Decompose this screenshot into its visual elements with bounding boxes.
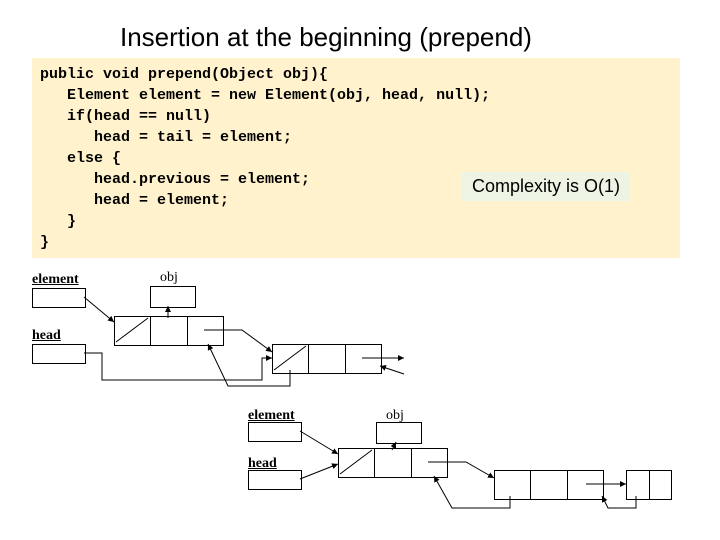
code-line: } (40, 211, 672, 232)
code-line: if(head == null) (40, 106, 672, 127)
code-line: } (40, 232, 672, 253)
code-line: head = tail = element; (40, 127, 672, 148)
bottom-arrows (32, 270, 682, 530)
code-line: else { (40, 148, 672, 169)
code-line: public void prepend(Object obj){ (40, 64, 672, 85)
page-title: Insertion at the beginning (prepend) (120, 22, 532, 53)
complexity-badge: Complexity is O(1) (462, 172, 630, 201)
diagrams: element head obj (32, 270, 682, 530)
code-block: public void prepend(Object obj){ Element… (32, 58, 680, 258)
code-line: Element element = new Element(obj, head,… (40, 85, 672, 106)
